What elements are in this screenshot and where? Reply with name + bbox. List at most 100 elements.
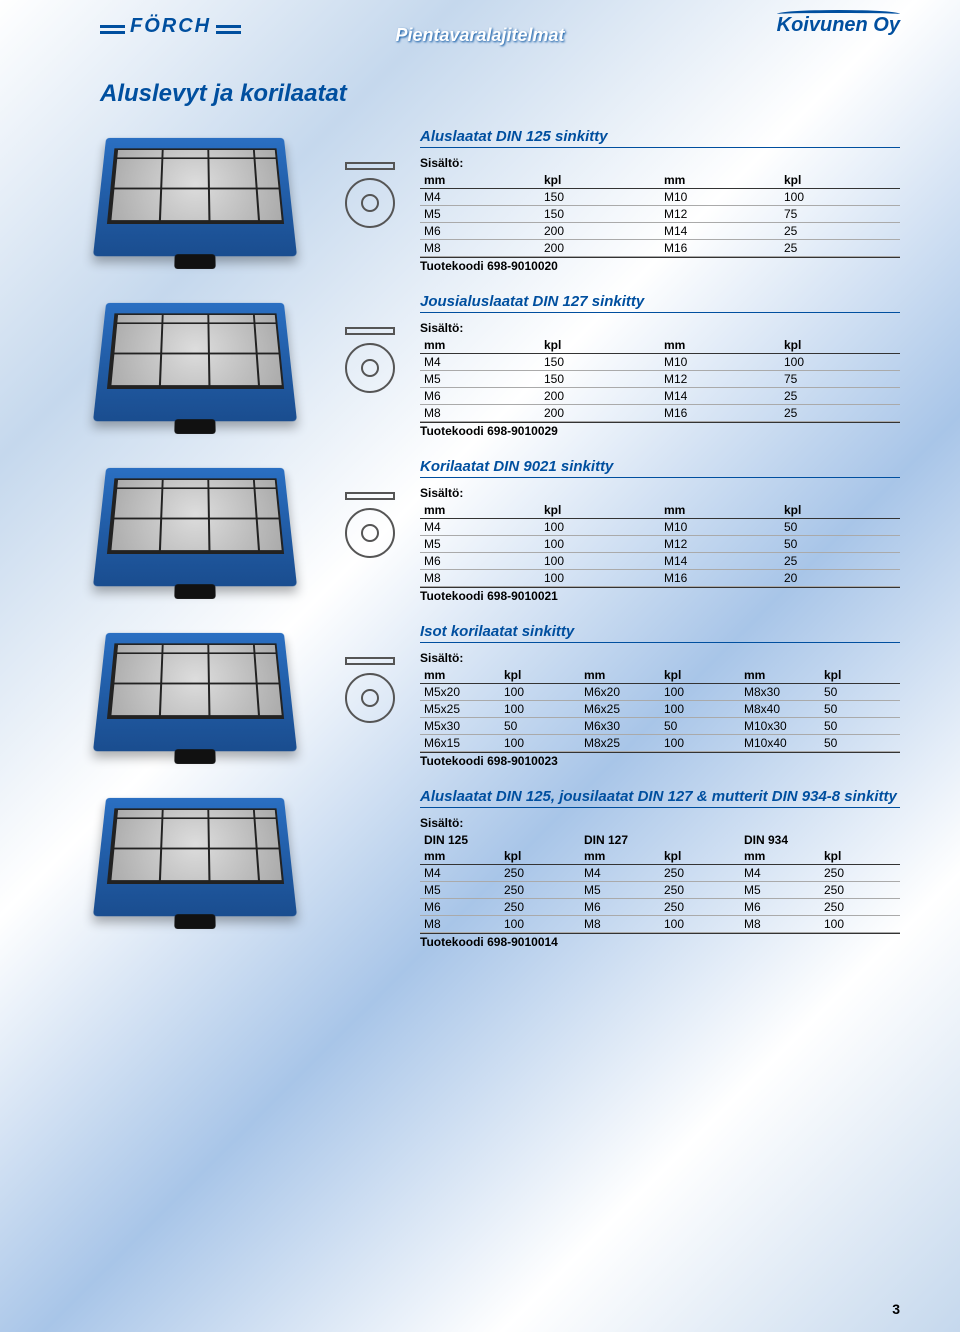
table-cell: 100 — [820, 916, 900, 933]
table-cell: M4 — [420, 865, 500, 882]
table-row: M6x15100M8x25100M10x4050 — [420, 735, 900, 752]
section-title: Aluslaatat DIN 125, jousilaatat DIN 127 … — [420, 788, 900, 808]
product-image-column — [100, 128, 320, 258]
table-cell: 250 — [500, 882, 580, 899]
table-cell: 100 — [540, 519, 660, 536]
table-row: M6200M1425 — [420, 223, 900, 240]
table-cell: 100 — [540, 553, 660, 570]
table-row: M6100M1425 — [420, 553, 900, 570]
product-code: Tuotekoodi 698-9010029 — [420, 422, 900, 438]
table-cell: M4 — [420, 354, 540, 371]
table-cell: M6x30 — [580, 718, 660, 735]
table-header-cell: mm — [420, 667, 500, 684]
product-case-image — [93, 798, 297, 916]
header-title: Pientavaralajitelmat — [395, 25, 564, 46]
product-code: Tuotekoodi 698-9010014 — [420, 933, 900, 949]
washer-side-icon — [345, 162, 395, 170]
table-cell: M14 — [660, 388, 780, 405]
product-code: Tuotekoodi 698-9010023 — [420, 752, 900, 768]
table-subheader-cell: DIN 934 — [740, 832, 820, 848]
table-row: M8100M1620 — [420, 570, 900, 587]
table-cell: 50 — [780, 519, 900, 536]
table-header-cell: mm — [420, 172, 540, 189]
table-header-cell: mm — [740, 667, 820, 684]
table-cell: 250 — [660, 899, 740, 916]
data-column: Aluslaatat DIN 125, jousilaatat DIN 127 … — [420, 788, 900, 963]
table-header-cell: kpl — [660, 848, 740, 865]
table-cell: M14 — [660, 553, 780, 570]
washer-top-icon — [345, 343, 395, 393]
table-cell: M16 — [660, 405, 780, 422]
product-image-column — [100, 788, 320, 918]
table-header-cell: kpl — [780, 337, 900, 354]
table-header-cell: mm — [660, 337, 780, 354]
product-image-column — [100, 458, 320, 588]
page-number: 3 — [892, 1301, 900, 1317]
table-cell: M6x15 — [420, 735, 500, 752]
table-row: M8100M8100M8100 — [420, 916, 900, 933]
table-cell: M16 — [660, 240, 780, 257]
table-cell: M5 — [420, 371, 540, 388]
product-section: Aluslaatat DIN 125 sinkittySisältö:mmkpl… — [100, 128, 900, 287]
table-cell: M6 — [420, 223, 540, 240]
table-cell: M5x30 — [420, 718, 500, 735]
product-section: Aluslaatat DIN 125, jousilaatat DIN 127 … — [100, 788, 900, 963]
table-cell: M6 — [420, 553, 540, 570]
product-case-image — [93, 633, 297, 751]
table-cell: 100 — [660, 684, 740, 701]
table-row: M4150M10100 — [420, 189, 900, 206]
table-cell: 150 — [540, 354, 660, 371]
washer-side-icon — [345, 492, 395, 500]
table-cell: 100 — [660, 701, 740, 718]
table-cell: 150 — [540, 371, 660, 388]
table-header-cell: kpl — [500, 848, 580, 865]
table-header-row: mmkplmmkplmmkpl — [420, 848, 900, 865]
table-cell: 25 — [780, 388, 900, 405]
table-subheader-cell: DIN 127 — [580, 832, 660, 848]
product-code: Tuotekoodi 698-9010020 — [420, 257, 900, 273]
main-title: Aluslevyt ja korilaatat — [100, 80, 900, 108]
table-row: M4250M4250M4250 — [420, 865, 900, 882]
table-cell: 50 — [500, 718, 580, 735]
table-cell: 100 — [660, 916, 740, 933]
table-subheader-cell — [820, 832, 900, 848]
diagram-column — [320, 623, 420, 731]
table-header-cell: kpl — [820, 848, 900, 865]
table-cell: 100 — [500, 735, 580, 752]
table-cell: 250 — [660, 865, 740, 882]
data-column: Aluslaatat DIN 125 sinkittySisältö:mmkpl… — [420, 128, 900, 287]
table-header-cell: kpl — [780, 172, 900, 189]
table-row: M8200M1625 — [420, 405, 900, 422]
contents-label: Sisältö: — [420, 816, 900, 830]
contents-label: Sisältö: — [420, 321, 900, 335]
table-row: M4150M10100 — [420, 354, 900, 371]
table-cell: M16 — [660, 570, 780, 587]
spec-table: mmkplmmkplM4150M10100M5150M1275M6200M142… — [420, 337, 900, 422]
page-header: FÖRCH Pientavaralajitelmat Koivunen Oy — [0, 0, 960, 60]
table-header-cell: kpl — [820, 667, 900, 684]
table-header-cell: kpl — [780, 502, 900, 519]
table-cell: 200 — [540, 240, 660, 257]
washer-side-icon — [345, 657, 395, 665]
table-header-cell: kpl — [540, 502, 660, 519]
product-case-image — [93, 138, 297, 256]
table-subheader-cell — [500, 832, 580, 848]
table-cell: M5 — [420, 536, 540, 553]
table-cell: 100 — [540, 570, 660, 587]
table-cell: M6 — [740, 899, 820, 916]
table-cell: M12 — [660, 206, 780, 223]
table-header-cell: kpl — [500, 667, 580, 684]
forch-logo: FÖRCH — [100, 15, 241, 38]
table-cell: M6 — [580, 899, 660, 916]
table-cell: M6x20 — [580, 684, 660, 701]
table-cell: 50 — [820, 718, 900, 735]
table-cell: 150 — [540, 189, 660, 206]
table-header-cell: mm — [420, 848, 500, 865]
product-case-image — [93, 303, 297, 421]
spec-table: mmkplmmkplM4150M10100M5150M1275M6200M142… — [420, 172, 900, 257]
table-cell: M14 — [660, 223, 780, 240]
table-header-cell: mm — [420, 502, 540, 519]
contents-label: Sisältö: — [420, 486, 900, 500]
product-image-column — [100, 293, 320, 423]
table-cell: M4 — [420, 189, 540, 206]
